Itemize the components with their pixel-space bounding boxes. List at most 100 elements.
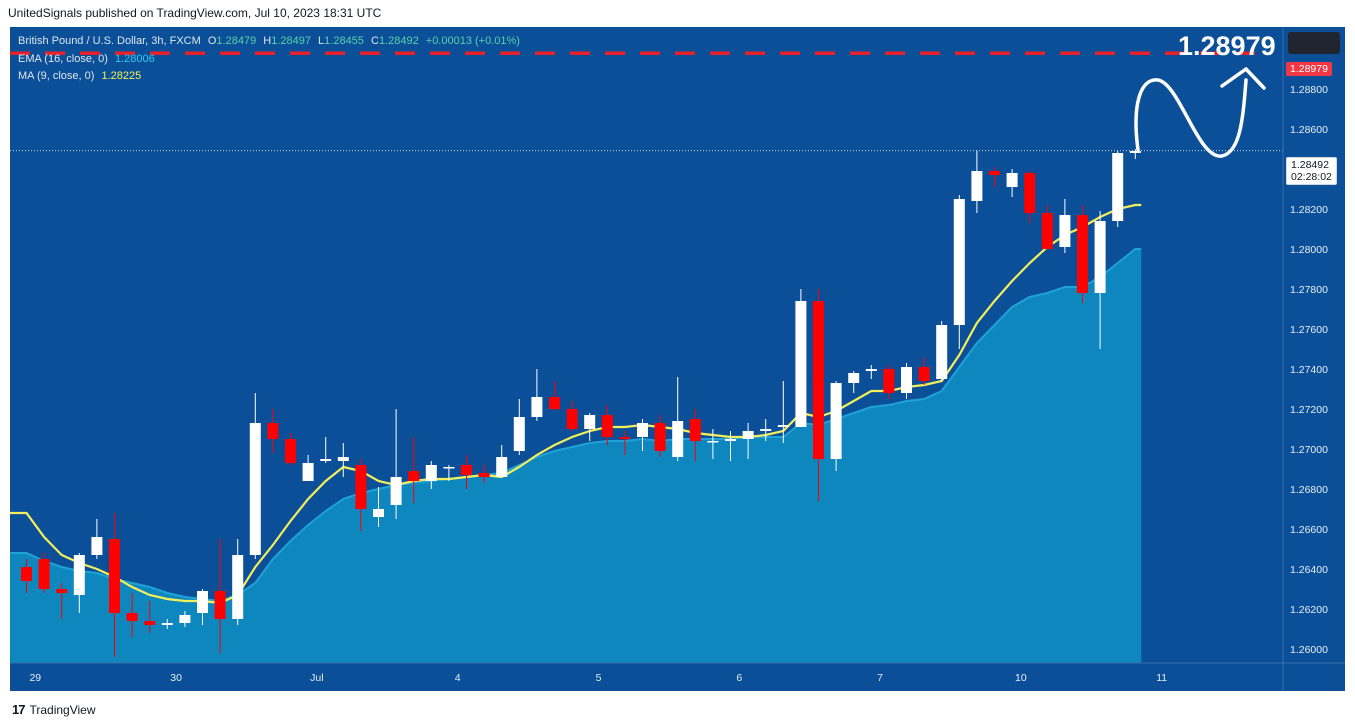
candle-down [214,591,226,619]
candle-down [478,473,490,477]
candle-up [513,417,525,451]
candle-up [725,439,736,441]
candle-up [848,373,860,383]
candle-down [267,423,279,439]
candle-up [249,423,261,555]
candle-up [302,463,314,481]
candle-down [1077,215,1088,293]
candle-up [161,623,173,625]
bar-countdown: 02:28:02 [1291,171,1332,183]
legend-ema-row[interactable]: EMA (16, close, 0) 1.28006 [18,53,155,65]
y-tick-label: 1.27400 [1290,364,1328,376]
candle-up [584,415,596,429]
candle-up [531,397,543,417]
target-price-tag: 1.28979 [1286,62,1332,76]
legend-ma-row[interactable]: MA (9, close, 0) 1.28225 [18,70,141,82]
candle-up [742,431,754,439]
candle-up [443,467,455,469]
candle-down [989,171,1000,175]
y-tick-label: 1.26000 [1290,644,1328,656]
legend-symbol-row: British Pound / U.S. Dollar, 3h, FXCM O1… [18,35,520,47]
y-tick-label: 1.27600 [1290,324,1328,336]
legend-ma-label: MA (9, close, 0) [18,70,95,82]
candle-up [73,555,85,595]
legend-ema-value: 1.28006 [114,53,155,65]
last-price-value: 1.28492 [1291,159,1329,171]
legend-ma-value: 1.28225 [101,70,142,82]
legend-ema-label: EMA (16, close, 0) [18,53,108,65]
candle-up [337,457,349,461]
candle-down [1024,173,1036,213]
y-tick-label: 1.26400 [1290,564,1328,576]
x-tick-label: 5 [596,672,602,684]
wave-arrow-head [1220,67,1266,90]
candle-up [971,171,983,201]
legend-close-label: C [370,35,379,47]
candle-down [883,369,895,393]
legend-open-label: O [207,35,217,47]
candle-down [601,415,613,437]
candle-up [672,421,684,457]
candle-down [619,437,631,439]
legend-close: 1.28492 [378,35,419,47]
legend-low: 1.28455 [324,35,364,47]
legend-symbol[interactable]: British Pound / U.S. Dollar, 3h, FXCM [18,35,201,47]
candle-down [408,471,420,481]
candle-down [1041,213,1053,249]
y-tick-label: 1.26800 [1290,484,1328,496]
y-tick-label: 1.28800 [1290,84,1328,96]
y-tick-label: 1.26600 [1290,524,1328,536]
candle-up [179,615,191,623]
tradingview-brand: TradingView [29,702,96,717]
candle-up [936,325,948,379]
candle-up [901,367,912,393]
candle-up [830,383,842,459]
y-tick-label: 1.28600 [1290,124,1328,136]
candle-down [566,409,578,429]
candle-down [144,621,156,625]
legend-high-label: H [263,35,272,47]
y-tick-label: 1.27000 [1290,444,1328,456]
candle-up [1059,215,1071,247]
last-price-tag: 1.28492 02:28:02 [1286,157,1337,185]
y-tick-label: 1.28200 [1290,204,1328,216]
candle-down [654,423,666,451]
legend-open: 1.28479 [216,35,257,47]
candle-down [126,613,138,621]
y-tick-label: 1.28000 [1290,244,1328,256]
candle-down [813,301,824,459]
candle-up [91,537,103,555]
candle-up [865,369,877,371]
candle-up [795,301,807,427]
candle-down [285,439,296,463]
candle-down [918,367,930,381]
candle-down [56,589,68,593]
candle-down [549,397,560,409]
candle-up [496,457,508,477]
tradingview-icon: 17 [12,702,26,717]
candle-down [38,559,50,589]
candle-down [21,567,32,581]
x-tick-label: 30 [170,672,182,684]
y-tick-label: 1.26200 [1290,604,1328,616]
x-tick-label: 7 [877,672,883,684]
legend-low-label: L [318,35,325,47]
y-tick-label: 1.27200 [1290,404,1328,416]
x-tick-label: 11 [1156,672,1167,684]
target-price-annotation: 1.28979 [1178,31,1276,61]
candle-up [320,459,332,461]
candle-up [232,555,244,619]
candle-up [637,423,648,437]
x-tick-label: 6 [736,672,742,684]
tradingview-logo[interactable]: 17 TradingView [12,702,96,717]
candle-down [355,465,367,509]
legend-change: +0.00013 (+0.01%) [425,35,520,47]
candle-up [373,509,384,517]
y-tick-label: 1.27800 [1290,284,1328,296]
candle-up [953,199,965,325]
candle-up [1094,221,1106,293]
candle-up [1112,153,1124,221]
publish-info: UnitedSignals published on TradingView.c… [8,6,382,20]
candle-up [707,441,719,443]
